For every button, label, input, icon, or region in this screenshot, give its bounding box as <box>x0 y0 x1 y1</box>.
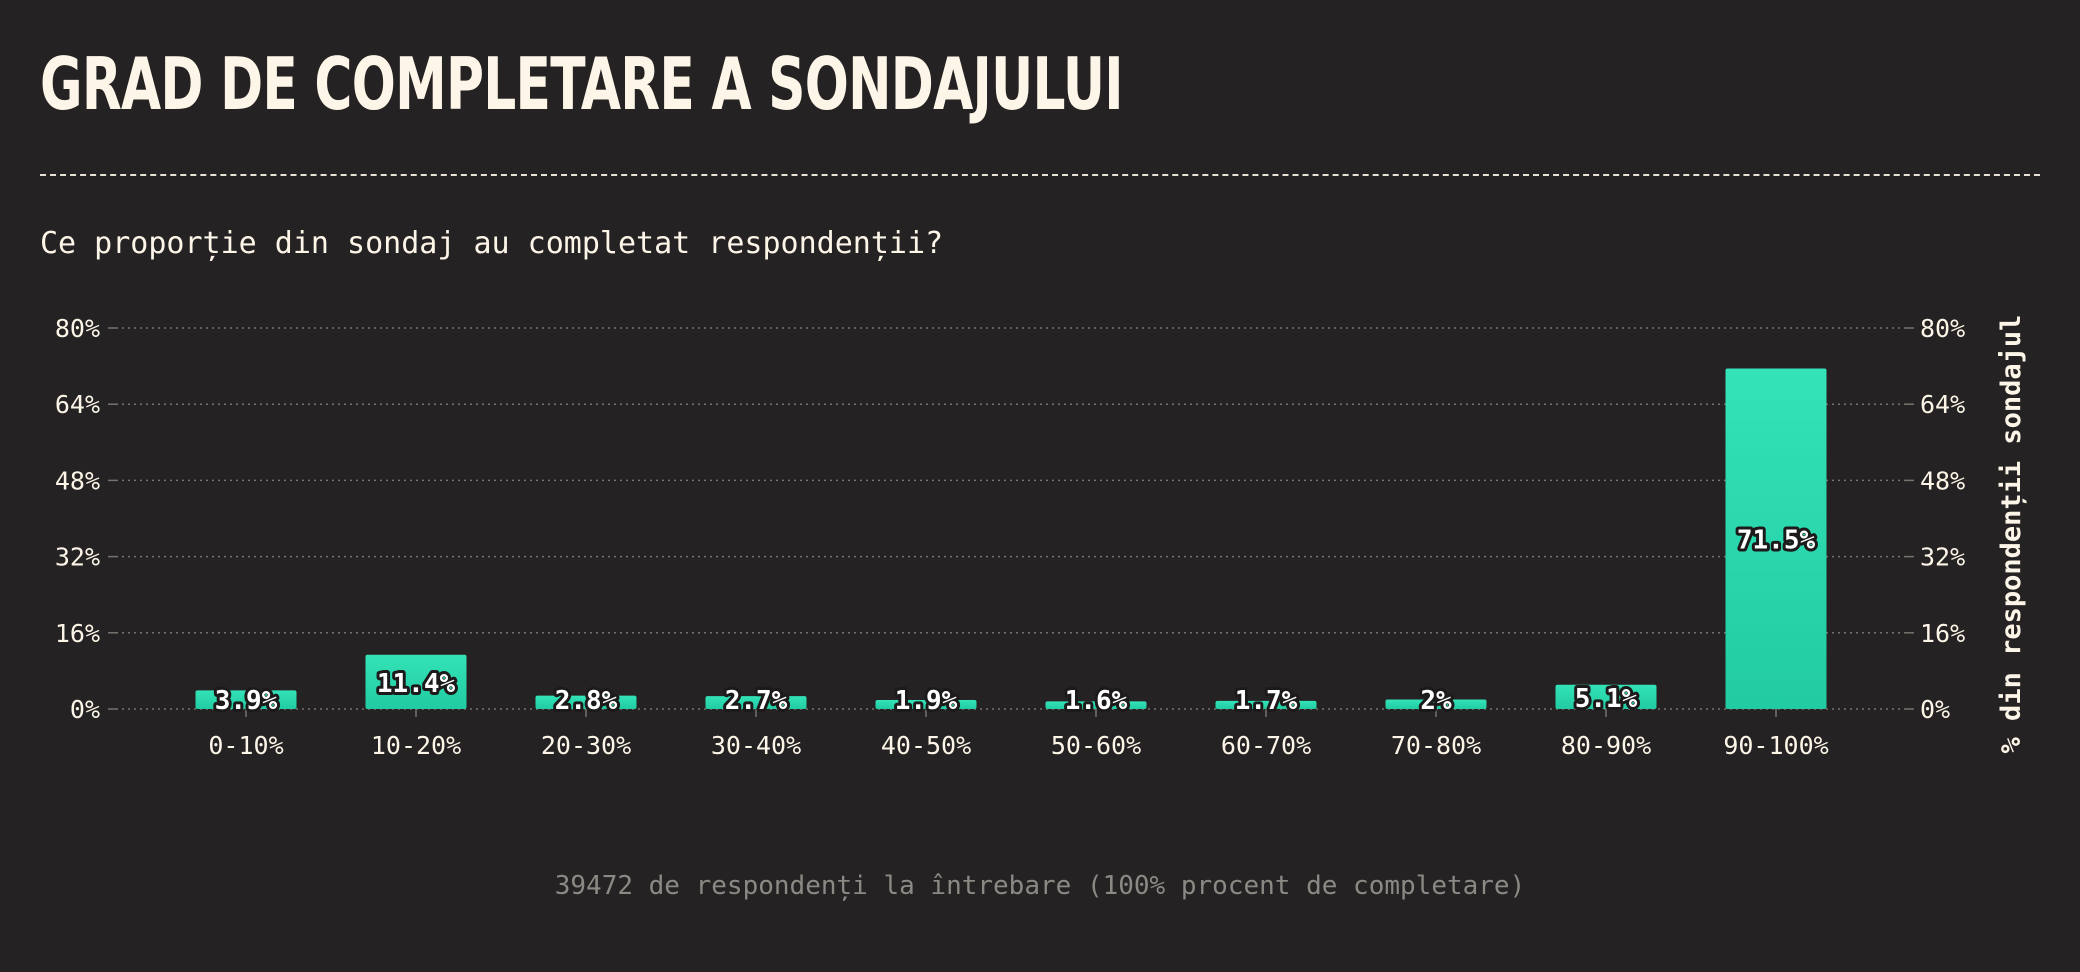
y-tick-label-right: 32% <box>1920 543 1965 572</box>
x-tick-label: 60-70% <box>1221 731 1311 760</box>
bar <box>365 654 467 709</box>
data-label: 71.5% <box>1737 526 1816 556</box>
y-tick-label-left: 32% <box>55 543 100 572</box>
data-label: 3.9% <box>215 686 278 716</box>
bar <box>1725 368 1827 709</box>
bar <box>1045 701 1147 709</box>
data-label: 2.8% <box>555 686 618 716</box>
y-axis-title: % din respondenții sondajul <box>1996 315 2027 754</box>
x-tick-label: 0-10% <box>208 731 283 760</box>
chart-subtitle: Ce proporție din sondaj au completat res… <box>40 226 944 261</box>
x-tick-label: 70-80% <box>1391 731 1481 760</box>
x-tick-label: 50-60% <box>1051 731 1141 760</box>
bars <box>195 368 1827 709</box>
bar-chart: 0% 0% 16% 16% 32% 32% 48% 48% 64% 64% 80% 80% 0-10% 1… <box>55 314 2027 760</box>
bar <box>535 695 637 709</box>
title-divider <box>40 174 2040 176</box>
bar <box>195 690 297 709</box>
footer-note: 39472 de respondenți la întrebare (100% … <box>554 871 1526 901</box>
bar <box>875 699 977 709</box>
bar <box>1385 699 1487 709</box>
bar <box>1215 700 1317 709</box>
x-tick-label: 80-90% <box>1561 731 1651 760</box>
y-tick-label-right: 48% <box>1920 466 1965 495</box>
y-tick-label-left: 16% <box>55 619 100 648</box>
data-label: 1.7% <box>1235 686 1298 716</box>
y-tick-label-left: 64% <box>55 390 100 419</box>
x-tick-label: 20-30% <box>541 731 631 760</box>
bar <box>705 696 807 709</box>
y-tick-label-right: 64% <box>1920 390 1965 419</box>
gridlines <box>116 327 1906 710</box>
bar <box>1555 684 1657 709</box>
data-label: 1.9% <box>895 686 958 716</box>
data-labels: 3.9% 11.4% 2.8% 2.7% 1.9% 1.6% 1.7% 2% 5.1% 71.5% <box>212 523 1819 719</box>
y-tick-label-right: 80% <box>1920 314 1965 343</box>
data-label: 2.7% <box>725 686 788 716</box>
x-tick-label: 40-50% <box>881 731 971 760</box>
data-label: 2% <box>1420 686 1452 716</box>
y-tick-label-right: 16% <box>1920 619 1965 648</box>
y-tick-label-right: 0% <box>1920 695 1950 724</box>
data-label: 5.1% <box>1575 684 1638 714</box>
data-label: 1.6% <box>1065 686 1128 716</box>
y-tick-label-left: 0% <box>70 695 100 724</box>
y-tick-label-left: 80% <box>55 314 100 343</box>
x-tick-label: 10-20% <box>371 731 461 760</box>
y-tick-label-left: 48% <box>55 466 100 495</box>
axes: 0% 0% 16% 16% 32% 32% 48% 48% 64% 64% 80% 80% 0-10% 1… <box>55 314 1965 760</box>
x-tick-label: 30-40% <box>711 731 801 760</box>
x-tick-label: 90-100% <box>1723 731 1828 760</box>
chart-title: GRAD DE COMPLETARE A SONDAJULUI <box>40 42 1124 126</box>
data-label: 11.4% <box>377 669 456 699</box>
